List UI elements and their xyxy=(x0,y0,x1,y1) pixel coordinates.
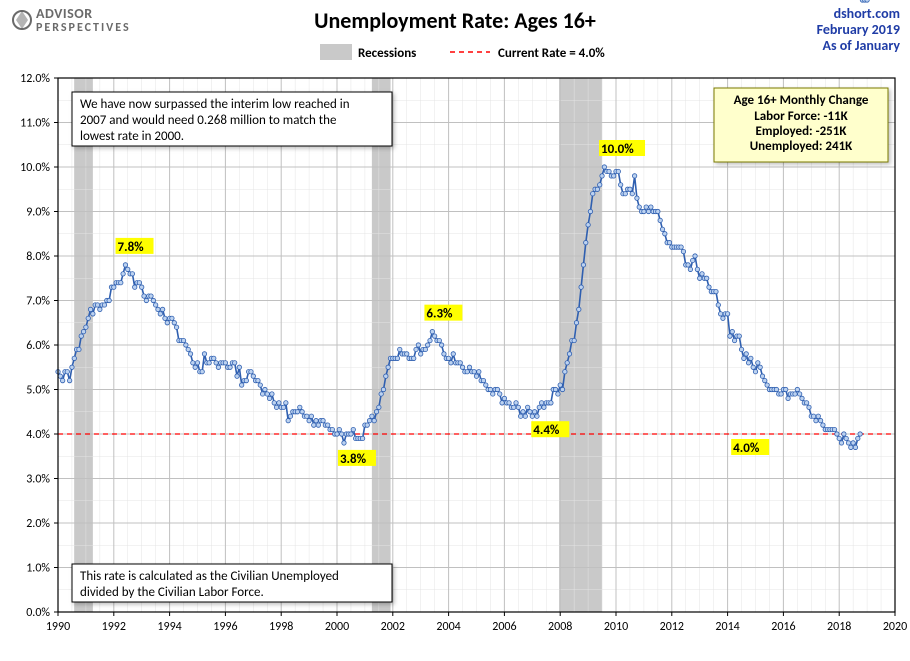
svg-text:2008: 2008 xyxy=(548,620,572,634)
svg-text:2004: 2004 xyxy=(436,620,460,634)
source-label: dshort.com xyxy=(834,5,900,22)
data-label: 6.3% xyxy=(426,307,453,322)
top-note-line: 2007 and would need 0.268 million to mat… xyxy=(80,113,336,128)
svg-text:2016: 2016 xyxy=(771,620,795,634)
svg-text:4.0%: 4.0% xyxy=(26,428,50,442)
svg-text:8.0%: 8.0% xyxy=(26,250,50,264)
data-label: 4.4% xyxy=(533,423,560,438)
monthly-change-title: Age 16+ Monthly Change xyxy=(734,93,869,108)
asof-label: As of January xyxy=(822,37,900,54)
svg-text:1994: 1994 xyxy=(157,620,181,634)
date-label: February 2019 xyxy=(817,21,900,38)
monthly-change-row: Employed: -251K xyxy=(756,124,848,139)
svg-text:1996: 1996 xyxy=(213,620,237,634)
svg-text:2.0%: 2.0% xyxy=(26,517,50,531)
svg-text:2018: 2018 xyxy=(827,620,851,634)
legend-recessions: Recessions xyxy=(358,46,416,61)
svg-text:9.0%: 9.0% xyxy=(26,206,50,220)
svg-text:2012: 2012 xyxy=(660,620,684,634)
svg-text:12.0%: 12.0% xyxy=(20,72,50,86)
svg-text:2014: 2014 xyxy=(715,620,739,634)
data-label: 3.8% xyxy=(340,452,367,467)
svg-text:10.0%: 10.0% xyxy=(20,161,50,175)
svg-text:1.0%: 1.0% xyxy=(26,562,50,576)
data-label: 7.8% xyxy=(118,240,145,255)
svg-text:7.0%: 7.0% xyxy=(26,295,50,309)
top-note-line: We have now surpassed the interim low re… xyxy=(80,97,350,112)
svg-text:1990: 1990 xyxy=(46,620,70,634)
top-note-line: lowest rate in 2000. xyxy=(80,129,184,144)
svg-text:2002: 2002 xyxy=(381,620,405,634)
svg-text:3.0%: 3.0% xyxy=(26,473,50,487)
svg-text:1992: 1992 xyxy=(102,620,126,634)
svg-text:2000: 2000 xyxy=(325,620,349,634)
svg-text:0.0%: 0.0% xyxy=(26,606,50,620)
chart-container: ADVISORPERSPECTIVES Unemployment Rate: Ag… xyxy=(0,0,910,661)
bottom-note-line: This rate is calculated as the Civilian … xyxy=(80,569,339,584)
svg-text:5.0%: 5.0% xyxy=(26,384,50,398)
monthly-change-row: Labor Force: -11K xyxy=(754,109,848,124)
svg-text:1998: 1998 xyxy=(269,620,293,634)
legend-current-rate: Current Rate = 4.0% xyxy=(498,46,605,61)
logo-line1: ADVISOR xyxy=(36,5,93,22)
monthly-change-row: Unemployed: 241K xyxy=(750,139,853,154)
svg-text:6.0%: 6.0% xyxy=(26,339,50,353)
svg-text:2010: 2010 xyxy=(604,620,628,634)
chart-title: Unemployment Rate: Ages 16+ xyxy=(314,7,596,34)
chart-svg: ADVISORPERSPECTIVES Unemployment Rate: Ag… xyxy=(0,0,910,661)
bottom-note-line: divided by the Civilian Labor Force. xyxy=(80,585,264,600)
svg-text:2020: 2020 xyxy=(883,620,907,634)
data-label: 10.0% xyxy=(601,142,634,157)
svg-text:2006: 2006 xyxy=(492,620,516,634)
data-label: 4.0% xyxy=(733,441,760,456)
svg-text:11.0%: 11.0% xyxy=(20,117,50,131)
logo-line2: PERSPECTIVES xyxy=(36,21,131,35)
